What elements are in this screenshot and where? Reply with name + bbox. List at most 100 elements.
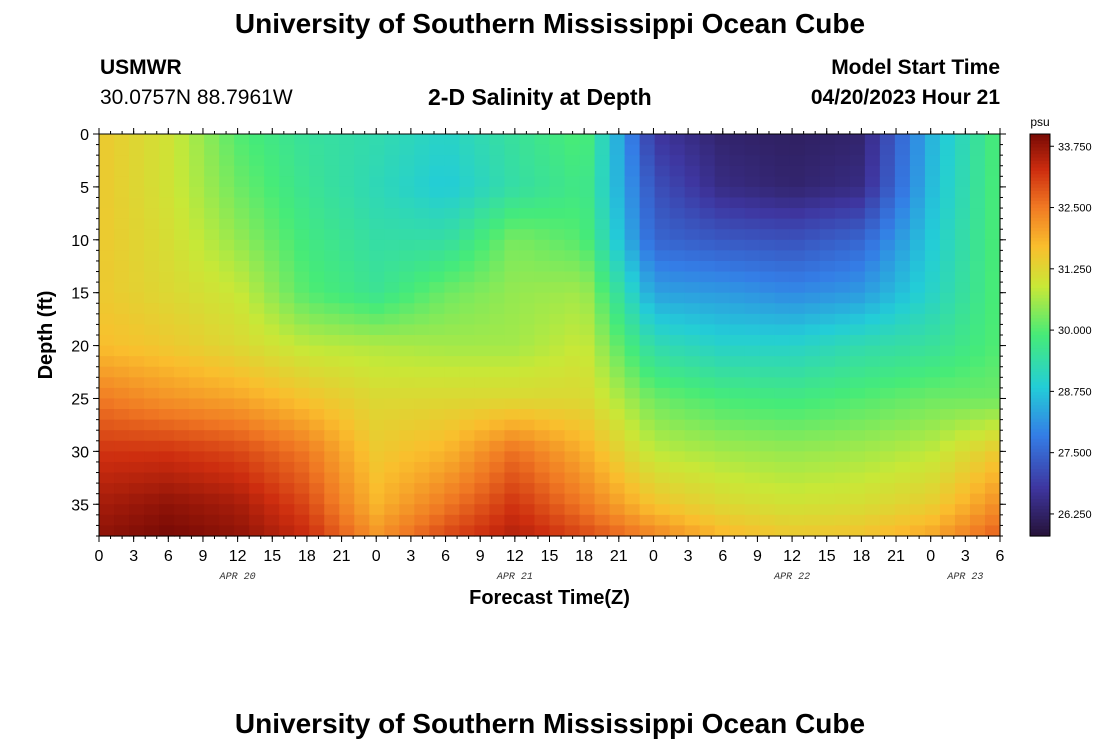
heatmap-cell — [309, 303, 325, 315]
heatmap-cell — [924, 345, 941, 357]
heatmap-cell — [129, 335, 145, 347]
heatmap-cell — [954, 282, 971, 294]
heatmap-cell — [669, 409, 686, 421]
heatmap-cell — [879, 229, 896, 241]
heatmap-cell — [909, 239, 926, 251]
x-tick-label: 21 — [610, 548, 628, 565]
heatmap-cell — [924, 419, 941, 431]
heatmap-cell — [939, 451, 956, 463]
heatmap-cell — [159, 377, 175, 389]
heatmap-cell — [264, 208, 280, 220]
heatmap-cell — [234, 451, 250, 463]
heatmap-cell — [954, 324, 971, 336]
heatmap-cell — [714, 514, 731, 527]
heatmap-cell — [189, 377, 205, 389]
heatmap-cell — [819, 430, 836, 442]
heatmap-cell — [129, 134, 145, 146]
heatmap-cell — [249, 282, 265, 294]
heatmap-cell — [399, 504, 415, 516]
heatmap-cell — [219, 260, 235, 273]
colorbar-segment — [1030, 338, 1050, 343]
heatmap-cell — [969, 387, 986, 400]
heatmap-cell — [279, 409, 295, 421]
heatmap-cell — [729, 324, 746, 336]
colorbar-segment — [1030, 241, 1050, 246]
heatmap-cell — [114, 504, 130, 516]
heatmap-cell — [789, 419, 806, 431]
heatmap-cell — [99, 504, 115, 516]
heatmap-cell — [429, 377, 445, 389]
heatmap-cell — [759, 155, 776, 167]
heatmap-cell — [174, 419, 190, 431]
heatmap-cell — [969, 165, 986, 177]
heatmap-cell — [489, 430, 506, 442]
heatmap-cell — [984, 483, 1001, 495]
heatmap-cell — [684, 218, 701, 230]
heatmap-cell — [969, 239, 986, 251]
heatmap-cell — [219, 176, 235, 188]
heatmap-cell — [444, 324, 460, 336]
heatmap-cell — [189, 186, 205, 199]
heatmap-cell — [744, 155, 761, 167]
heatmap-cell — [699, 155, 716, 167]
heatmap-cell — [459, 197, 476, 209]
heatmap-cell — [684, 409, 701, 421]
heatmap-cell — [984, 229, 1001, 241]
heatmap-cell — [354, 197, 370, 209]
heatmap-cell — [984, 144, 1001, 156]
colorbar-unit: psu — [1030, 115, 1049, 129]
heatmap-cell — [414, 155, 430, 167]
heatmap-cell — [234, 472, 250, 484]
colorbar-segment — [1030, 388, 1050, 393]
heatmap-cell — [144, 250, 160, 262]
colorbar: psu33.75032.50031.25030.00028.75027.5002… — [1029, 115, 1092, 537]
heatmap-cell — [204, 176, 220, 188]
x-axis-title: Forecast Time(Z) — [469, 587, 630, 609]
heatmap-cell — [309, 239, 325, 251]
heatmap-cell — [639, 451, 656, 463]
heatmap-cell — [294, 218, 310, 230]
heatmap-cell — [99, 440, 115, 452]
heatmap-cell — [279, 514, 295, 527]
heatmap-cell — [219, 239, 235, 251]
heatmap-cell — [954, 303, 971, 315]
heatmap-cell — [684, 504, 701, 516]
heatmap-cell — [414, 186, 430, 199]
heatmap-cell — [894, 440, 911, 452]
heatmap-cell — [174, 313, 190, 326]
heatmap-cell — [879, 324, 896, 336]
heatmap-cell — [819, 461, 836, 474]
heatmap-cell — [279, 387, 295, 400]
heatmap-cell — [159, 144, 175, 156]
heatmap-cell — [309, 324, 325, 336]
heatmap-cell — [969, 292, 986, 304]
heatmap-cell — [159, 419, 175, 431]
heatmap-cell — [99, 134, 115, 146]
heatmap-cell — [399, 176, 415, 188]
colorbar-segment — [1030, 465, 1050, 470]
heatmap-cell — [489, 197, 506, 209]
heatmap-cell — [384, 313, 400, 326]
heatmap-cell — [414, 208, 430, 220]
heatmap-cell — [624, 208, 641, 220]
heatmap-cell — [309, 335, 325, 347]
heatmap-cell — [489, 176, 506, 188]
heatmap-cell — [204, 208, 220, 220]
heatmap-cell — [324, 324, 340, 336]
heatmap-cell — [174, 292, 190, 304]
heatmap-cell — [849, 292, 866, 304]
heatmap-cell — [879, 197, 896, 209]
heatmap-cell — [189, 197, 205, 209]
heatmap-cell — [204, 377, 220, 389]
colorbar-segment — [1030, 458, 1050, 463]
heatmap-cell — [804, 335, 821, 347]
heatmap-cell — [954, 440, 971, 452]
heatmap-cell — [249, 525, 265, 537]
heatmap-cell — [789, 134, 806, 146]
heatmap-cell — [204, 324, 220, 336]
heatmap-cell — [834, 197, 851, 209]
heatmap-cell — [744, 398, 761, 410]
heatmap-cell — [474, 483, 491, 495]
heatmap-cell — [639, 271, 656, 283]
heatmap-cell — [669, 472, 686, 484]
